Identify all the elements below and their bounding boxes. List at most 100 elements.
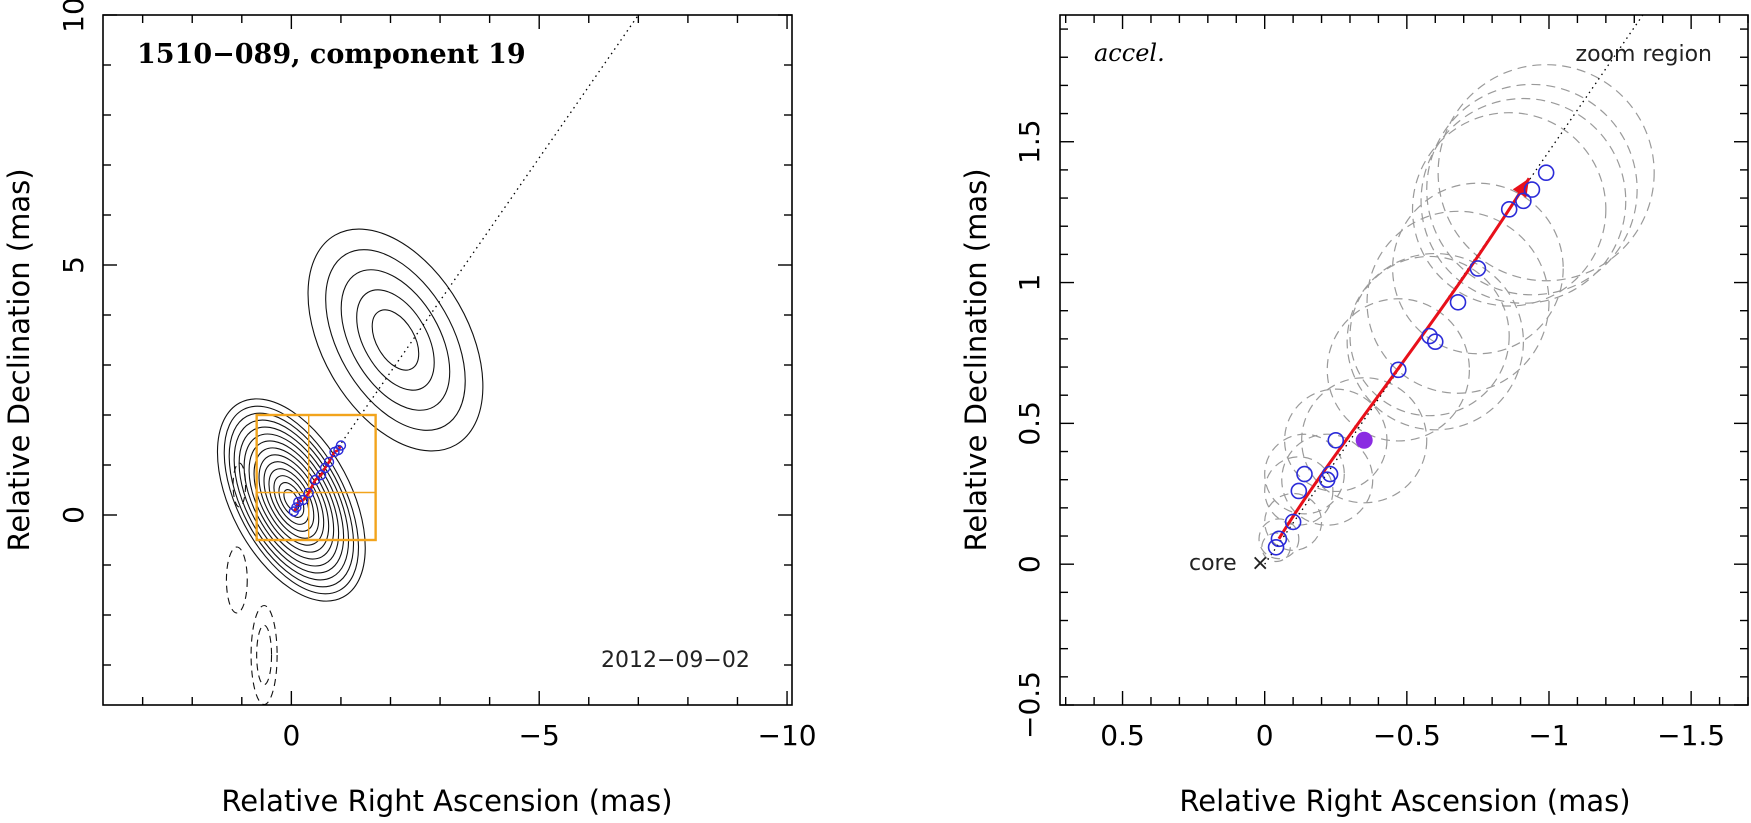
right-region-label: zoom region <box>1576 42 1712 67</box>
y-tick-label: 5 <box>57 256 90 274</box>
x-tick-label: −1 <box>1528 719 1569 752</box>
contour-ring <box>225 546 248 614</box>
component-point <box>293 496 304 508</box>
right-corner-label: accel. <box>1094 39 1165 67</box>
right-ticks: 0.5 0 −0.5 −1 −1.5 −0.5 0 0.5 1 1.5 <box>1013 15 1749 752</box>
x-tick-label: −5 <box>519 719 560 752</box>
core-marker: × <box>1251 551 1269 576</box>
contour-ring <box>325 249 466 431</box>
y-tick-label: 0.5 <box>1013 401 1046 446</box>
contour-ring <box>263 461 320 539</box>
y-tick-label: −0.5 <box>1013 671 1046 739</box>
x-tick-label: −10 <box>757 719 816 752</box>
contour-ring <box>356 289 435 391</box>
component-point <box>309 474 321 486</box>
component-point <box>1537 164 1555 182</box>
y-tick-label: 10 <box>57 0 90 33</box>
component-circle <box>1264 433 1345 515</box>
x-tick-label: 0 <box>282 719 300 752</box>
trajectory-line <box>290 14 639 516</box>
left-ticks: 0 −5 −10 0 5 10 <box>57 0 817 752</box>
component-point <box>1284 513 1302 531</box>
component-point <box>1515 192 1532 210</box>
component-point <box>1267 538 1285 556</box>
contour-ring <box>233 419 350 581</box>
x-tick-label: −0.5 <box>1373 719 1441 752</box>
component-point <box>1290 482 1308 500</box>
contour-ring <box>253 447 330 553</box>
left-title: 1510−089, component 19 <box>137 39 526 70</box>
component-point <box>1426 333 1444 350</box>
component-circle <box>1426 83 1638 296</box>
component-circle <box>1264 492 1323 551</box>
component-point <box>291 502 302 513</box>
component-circle <box>1346 252 1525 431</box>
right-y-axis-label: Relative Declination (mas) <box>959 168 993 551</box>
contour-ring <box>268 468 315 532</box>
contour-ring <box>232 462 247 508</box>
contour-ring <box>216 398 366 602</box>
left-date-label: 2012−09−02 <box>601 648 750 673</box>
left-x-axis-label: Relative Right Ascension (mas) <box>221 784 672 818</box>
component-point <box>298 494 309 506</box>
component-circle <box>1281 433 1374 526</box>
component-circle <box>1349 255 1510 417</box>
contour-ring <box>223 405 360 595</box>
y-tick-label: 1.5 <box>1013 119 1046 164</box>
component-point <box>1449 293 1467 311</box>
contour-ring <box>278 482 305 518</box>
component-point <box>335 440 347 451</box>
component-point <box>323 456 335 468</box>
x-tick-label: −1.5 <box>1657 719 1725 752</box>
component-point <box>1270 530 1288 548</box>
component-point <box>303 487 314 499</box>
component-circle <box>1420 97 1627 304</box>
y-tick-label: 0 <box>57 506 90 524</box>
contour-ring <box>238 426 345 574</box>
contour-ring <box>307 228 484 452</box>
contour-ring <box>250 604 278 706</box>
component-point <box>1321 465 1339 483</box>
contour-ring <box>248 440 335 560</box>
contour-ring <box>258 454 325 546</box>
core-label: core <box>1189 551 1237 576</box>
component-point <box>1390 361 1407 379</box>
right-arrow <box>1277 177 1531 540</box>
right-component-circles <box>1258 64 1655 563</box>
left-plot-frame <box>102 14 793 706</box>
highlight-point <box>1355 431 1373 449</box>
left-panel: 0 −5 −10 0 5 10 1510−089, component 19 2012−0… <box>2 0 817 818</box>
zoom-box <box>255 413 377 542</box>
left-contours <box>216 228 484 706</box>
component-point <box>1500 201 1518 218</box>
right-points <box>1267 164 1555 556</box>
component-circle <box>1411 112 1607 307</box>
component-circle <box>1437 64 1655 282</box>
component-point <box>1296 465 1313 483</box>
component-point <box>1327 431 1345 449</box>
motion-arrow <box>1277 177 1531 540</box>
left-y-axis-label: Relative Declination (mas) <box>2 168 36 551</box>
right-panel: 0.5 0 −0.5 −1 −1.5 −0.5 0 0.5 1 1.5 accel. zoom r… <box>959 14 1749 818</box>
y-tick-label: 1 <box>1013 274 1046 292</box>
left-zoom-box <box>255 413 377 542</box>
left-points <box>288 440 347 517</box>
x-tick-label: 0.5 <box>1100 719 1145 752</box>
component-circle <box>1301 377 1428 504</box>
y-tick-label: 0 <box>1013 555 1046 573</box>
component-circle <box>1258 518 1300 560</box>
component-circle <box>1392 182 1564 355</box>
component-circle <box>1264 456 1334 526</box>
contour-ring <box>371 309 420 371</box>
component-point <box>1469 260 1487 277</box>
component-circle <box>1326 298 1470 442</box>
right-x-axis-label: Relative Right Ascension (mas) <box>1179 784 1630 818</box>
component-circle <box>1261 532 1291 563</box>
right-plot-frame <box>1059 14 1749 706</box>
component-point <box>1421 327 1438 345</box>
left-trajectory-line <box>290 14 639 516</box>
contour-ring <box>256 624 273 686</box>
component-circle <box>1366 210 1550 394</box>
contour-ring <box>273 475 310 525</box>
